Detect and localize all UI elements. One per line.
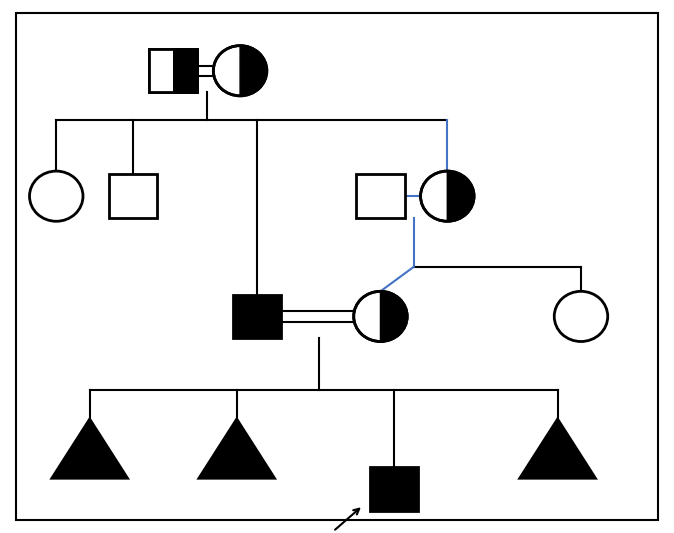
FancyBboxPatch shape (357, 174, 404, 218)
Ellipse shape (354, 292, 407, 342)
Ellipse shape (30, 171, 83, 221)
Polygon shape (519, 418, 596, 479)
Ellipse shape (214, 46, 267, 96)
Ellipse shape (554, 292, 608, 342)
Polygon shape (240, 46, 267, 96)
FancyBboxPatch shape (109, 174, 157, 218)
FancyBboxPatch shape (233, 295, 281, 338)
Polygon shape (51, 418, 128, 479)
FancyBboxPatch shape (149, 49, 173, 92)
Polygon shape (380, 292, 407, 342)
Ellipse shape (421, 171, 474, 221)
Polygon shape (448, 171, 474, 221)
FancyBboxPatch shape (370, 467, 418, 511)
FancyBboxPatch shape (149, 49, 197, 92)
Polygon shape (198, 418, 275, 479)
